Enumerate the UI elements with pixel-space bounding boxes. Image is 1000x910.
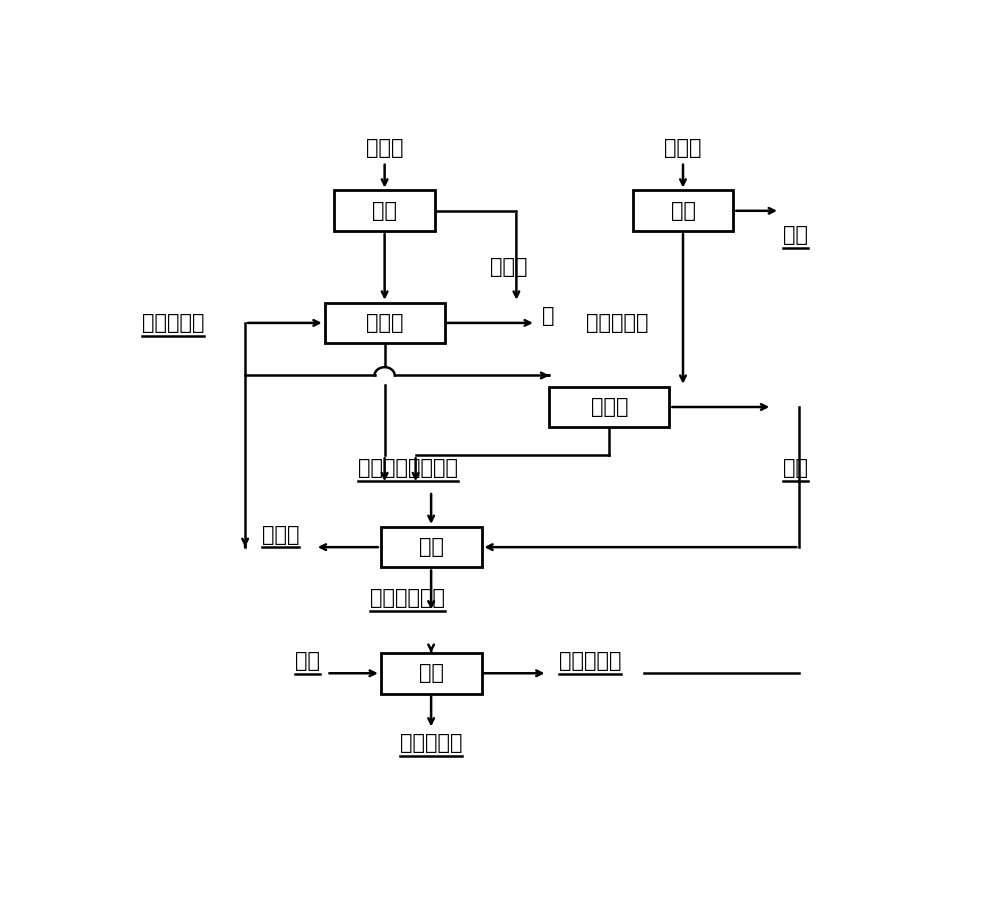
Text: 脱磷白钨矿: 脱磷白钨矿 [586,313,648,333]
Text: 负载钼有机相: 负载钼有机相 [370,588,445,608]
Bar [381,653,482,693]
Text: 母液: 母液 [783,226,808,246]
Bar [381,527,482,568]
Text: 含钼高浓度酸溶液: 含钼高浓度酸溶液 [358,458,458,478]
Text: 脱磷: 脱磷 [670,201,696,221]
Text: 盐酸或硫酸: 盐酸或硫酸 [142,313,204,333]
Text: 钼酸铵溶液: 钼酸铵溶液 [400,733,462,753]
Text: 渣: 渣 [542,306,554,326]
Text: 酸分解: 酸分解 [591,397,628,417]
Text: 氨水: 氨水 [295,652,320,672]
Bar [334,190,435,231]
Bar [633,190,733,231]
Text: 钨酸: 钨酸 [783,458,808,478]
Text: 镍钼矿: 镍钼矿 [366,137,403,157]
Text: 白钨矿: 白钨矿 [664,137,702,157]
Text: 萃余液: 萃余液 [262,524,299,544]
Bar [325,303,445,343]
Text: 反萃: 反萃 [419,663,444,683]
Text: 磨细: 磨细 [372,201,397,221]
Text: 酸分解: 酸分解 [366,313,403,333]
Text: 反后有机相: 反后有机相 [559,652,621,672]
Bar [549,387,669,428]
Text: 萃取: 萃取 [419,537,444,557]
Text: 氧化剂: 氧化剂 [490,257,527,277]
